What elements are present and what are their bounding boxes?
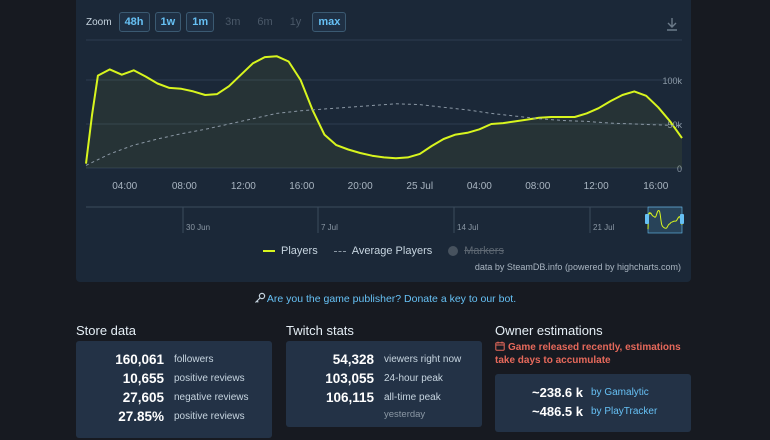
store-positive-label: positive reviews (174, 373, 245, 384)
y-tick-label: 50k (667, 120, 682, 130)
twitch-stats-title: Twitch stats (286, 323, 354, 338)
store-followers-label: followers (174, 354, 214, 365)
legend-swatch-players (263, 250, 276, 252)
publisher-link[interactable]: Are you the game publisher? Donate a key… (266, 293, 517, 305)
twitch-24h-peak-value: 103,055 (325, 371, 374, 386)
key-icon (254, 292, 266, 303)
owner-playtracker-link[interactable]: by PlayTracker (591, 406, 658, 417)
x-tick-label: 25 Jul (406, 181, 433, 192)
navigator-label: 21 Jul (593, 223, 615, 232)
zoom-label: Zoom (86, 16, 112, 28)
x-tick-label: 12:00 (231, 181, 256, 192)
x-tick-label: 20:00 (348, 181, 373, 192)
zoom-3m-button: 3m (225, 16, 241, 28)
zoom-1y-button: 1y (289, 16, 302, 28)
store-percent-value: 27.85% (118, 409, 164, 424)
zoom-48h-button[interactable]: 48h (118, 12, 150, 32)
x-tick-label: 16:00 (289, 181, 314, 192)
x-tick-label: 04:00 (112, 181, 137, 192)
navigator-handle-right (680, 214, 684, 224)
twitch-viewers-value: 54,328 (332, 352, 374, 367)
store-percent-label: positive reviews (174, 411, 245, 422)
x-tick-label: 04:00 (467, 181, 492, 192)
zoom-6m-button: 6m (257, 16, 273, 28)
legend-label-markers: Markers (464, 245, 504, 257)
twitch-sub-row: yesterday (286, 407, 482, 422)
twitch-alltime-peak-date: yesterday (384, 409, 426, 420)
x-tick-label: 16:00 (643, 181, 668, 192)
owner-warning: Game released recently, estimations take… (495, 341, 695, 367)
navigator-players-line (647, 209, 683, 230)
players-line (85, 55, 683, 164)
store-negative-value: 27,605 (122, 390, 164, 405)
legend-label-players: Players (281, 245, 318, 257)
x-tick-label: 12:00 (584, 181, 609, 192)
owner-gamalytic-link[interactable]: by Gamalytic (591, 387, 649, 398)
twitch-row: 103,055 24-hour peak (286, 369, 482, 388)
y-tick-label: 100k (662, 76, 682, 86)
legend-item-markers[interactable]: Markers (448, 245, 504, 257)
owner-gamalytic-value: ~238.6 k (532, 385, 583, 400)
twitch-row: 106,115 all-time peak (286, 388, 482, 407)
owner-estimations-card: ~238.6 k by Gamalytic ~486.5 k by PlayTr… (495, 374, 691, 432)
zoom-1w-button[interactable]: 1w (154, 12, 182, 32)
owner-playtracker-value: ~486.5 k (532, 404, 583, 419)
twitch-alltime-peak-value: 106,115 (325, 390, 374, 405)
chart-credit[interactable]: data by SteamDB.info (powered by highcha… (474, 262, 681, 272)
download-icon[interactable] (664, 16, 680, 32)
twitch-24h-peak-label: 24-hour peak (384, 373, 443, 384)
store-negative-label: negative reviews (174, 392, 249, 403)
store-row: 10,655 positive reviews (76, 369, 272, 388)
store-row: 27.85% positive reviews (76, 407, 272, 426)
twitch-stats-card: 54,328 viewers right now 103,055 24-hour… (286, 341, 482, 427)
y-tick-label: 0 (677, 164, 682, 174)
store-row: 27,605 negative reviews (76, 388, 272, 407)
chart-panel: Zoom 48h 1w 1m 3m 6m 1y max 100k 50k 0 04:0… (76, 0, 691, 282)
owner-row: ~238.6 k by Gamalytic (495, 383, 691, 402)
navigator-handle-left (645, 214, 649, 224)
x-tick-label: 08:00 (525, 181, 550, 192)
legend-swatch-average-players (333, 250, 346, 252)
owner-row: ~486.5 k by PlayTracker (495, 402, 691, 421)
twitch-alltime-peak-label: all-time peak (384, 392, 441, 403)
twitch-viewers-label: viewers right now (384, 354, 462, 365)
chart-legend: Players Average Players Markers (76, 245, 691, 257)
store-row: 160,061 followers (76, 350, 272, 369)
publisher-link-row[interactable]: Are you the game publisher? Donate a key… (0, 292, 770, 305)
owner-estimations-title: Owner estimations (495, 323, 603, 338)
players-chart[interactable]: 100k 50k 0 04:00 08:00 12:00 16:00 20:00 25 Jul 0… (76, 0, 691, 240)
store-data-card: 160,061 followers 10,655 positive review… (76, 341, 272, 438)
legend-label-average-players: Average Players (351, 245, 433, 257)
average-players-line (85, 103, 683, 166)
zoom-1m-button[interactable]: 1m (186, 12, 215, 32)
twitch-row: 54,328 viewers right now (286, 350, 482, 369)
players-area (86, 56, 682, 169)
navigator-label: 14 Jul (457, 223, 479, 232)
zoom-controls: Zoom 48h 1w 1m 3m 6m 1y max (86, 12, 347, 32)
owner-warning-text: Game released recently, estimations take… (495, 342, 681, 366)
legend-item-average-players[interactable]: Average Players (333, 245, 433, 257)
calendar-icon (495, 341, 505, 351)
navigator-track (86, 207, 682, 233)
store-data-title: Store data (76, 323, 136, 338)
zoom-max-button[interactable]: max (312, 12, 347, 32)
store-followers-value: 160,061 (115, 352, 164, 367)
navigator-label: 7 Jul (321, 223, 338, 232)
store-positive-value: 10,655 (122, 371, 164, 386)
legend-item-players[interactable]: Players (263, 245, 318, 257)
x-tick-label: 08:00 (172, 181, 197, 192)
legend-dot-markers (448, 246, 459, 256)
navigator-label: 30 Jun (186, 223, 210, 232)
